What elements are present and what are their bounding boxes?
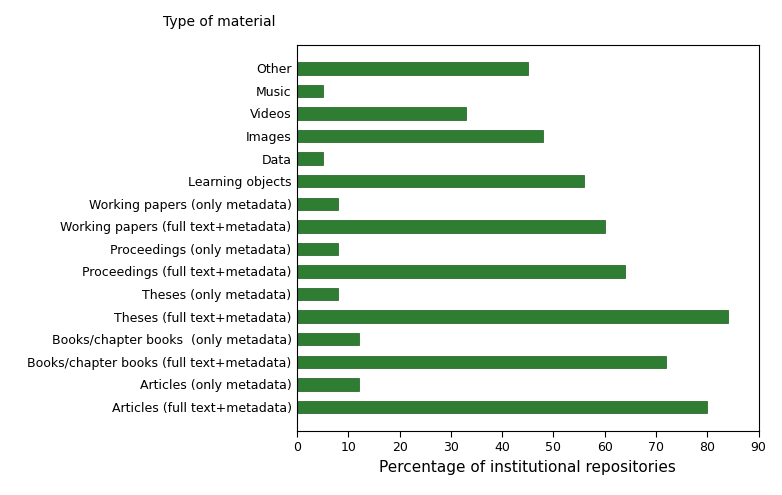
Bar: [297, 310, 728, 323]
Bar: [297, 288, 338, 300]
Bar: [297, 152, 323, 165]
Bar: [297, 175, 584, 188]
Bar: [297, 130, 543, 142]
Bar: [297, 220, 604, 233]
Bar: [297, 62, 528, 75]
Bar: [297, 355, 666, 368]
Bar: [297, 265, 626, 278]
Text: Type of material: Type of material: [163, 15, 275, 29]
Bar: [297, 243, 338, 255]
X-axis label: Percentage of institutional repositories: Percentage of institutional repositories: [379, 460, 676, 475]
Bar: [297, 198, 338, 210]
Bar: [297, 107, 466, 120]
Bar: [297, 400, 707, 413]
Bar: [297, 85, 323, 97]
Bar: [297, 378, 359, 391]
Bar: [297, 333, 359, 346]
